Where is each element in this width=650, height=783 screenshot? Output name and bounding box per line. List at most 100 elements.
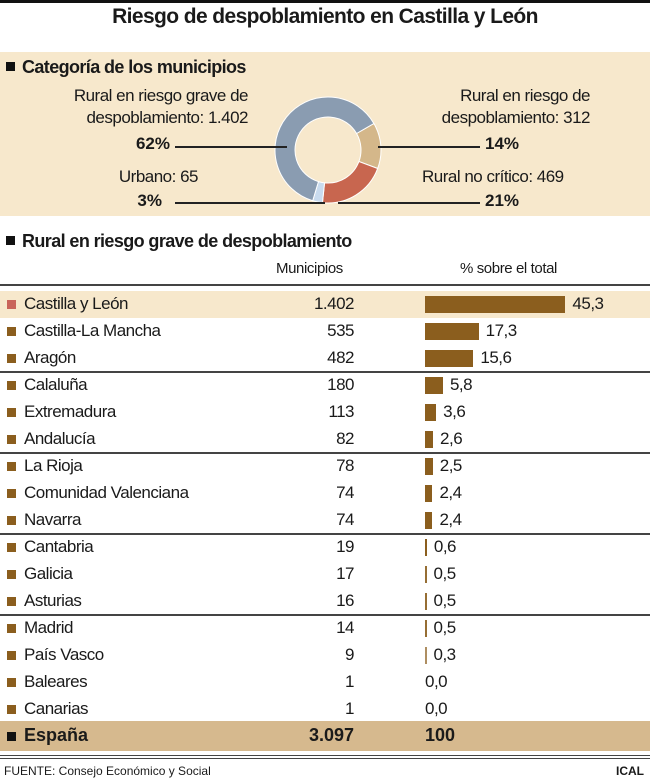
pct-bar	[425, 539, 427, 556]
column-header-municipios: Municipios	[276, 260, 343, 277]
pct-bar	[425, 566, 427, 583]
bullet-square-icon	[7, 705, 16, 714]
pct-label: 5,8	[449, 375, 473, 394]
table-row: Canarias 1 0,0	[0, 696, 650, 723]
region-name: Baleares	[24, 672, 88, 691]
bullet-square-icon	[7, 651, 16, 660]
region-name: País Vasco	[24, 645, 104, 664]
section-heading-table: Rural en riesgo grave de despoblamiento	[6, 231, 352, 252]
table-row: Asturias 16 0,5	[0, 588, 650, 615]
bullet-square-icon	[7, 489, 16, 498]
municipios-value: 1	[345, 699, 354, 718]
table-row: Aragón 482 15,6	[0, 345, 650, 372]
leader-line	[378, 146, 480, 148]
region-name: Comunidad Valenciana	[24, 483, 189, 502]
pct-label: 15,6	[480, 348, 512, 367]
section-title: Categoría de los municipios	[22, 57, 246, 77]
top-rule	[0, 0, 650, 3]
bullet-square-icon	[7, 678, 16, 687]
pct-bar	[425, 350, 474, 367]
divider	[0, 533, 650, 535]
municipios-value: 1.402	[313, 294, 355, 313]
divider	[0, 284, 650, 286]
bullet-square-icon	[7, 327, 16, 336]
pct-label: 0,0	[425, 672, 448, 691]
table-row: Castilla y León 1.402 45,3	[0, 291, 650, 318]
pct-label: 0,5	[433, 591, 457, 610]
pct-urbano: 3%	[137, 191, 162, 210]
label-line: Rural en riesgo grave de	[73, 86, 249, 105]
region-name: Calaluña	[24, 375, 88, 394]
pct-label: 0,5	[433, 564, 457, 583]
credit: ICAL	[616, 764, 644, 778]
pct-label: 0,3	[433, 645, 457, 664]
leader-line	[175, 146, 287, 148]
table-row: Andalucía 82 2,6	[0, 426, 650, 453]
source-note: FUENTE: Consejo Económico y Social	[4, 764, 211, 778]
total-municipios: 3.097	[308, 725, 354, 745]
leader-line	[175, 202, 325, 204]
leader-line	[338, 202, 480, 204]
pct-label: 2,5	[439, 456, 463, 475]
municipios-value: 78	[336, 456, 354, 475]
pct-bar	[425, 377, 443, 394]
divider	[0, 614, 650, 616]
municipios-value: 535	[327, 321, 354, 340]
municipios-value: 113	[328, 402, 354, 421]
pct-label: 2,4	[439, 483, 462, 502]
table-row: Calaluña 180 5,8	[0, 372, 650, 399]
pct-bar	[425, 323, 479, 340]
label-riesgo: Rural en riesgo de despoblamiento: 312	[415, 85, 591, 129]
bullet-square-icon	[6, 62, 15, 71]
bullet-square-icon	[7, 624, 16, 633]
bullet-square-icon	[7, 300, 16, 309]
pct-label: 2,4	[439, 510, 462, 529]
municipios-value: 9	[345, 645, 354, 664]
bullet-square-icon	[7, 597, 16, 606]
region-name: Castilla-La Mancha	[24, 321, 161, 340]
bullet-square-icon	[7, 570, 16, 579]
divider	[0, 755, 650, 756]
table-row: Comunidad Valenciana 74 2,4	[0, 480, 650, 507]
label-line: Rural en riesgo de	[460, 86, 590, 105]
section-title: Rural en riesgo grave de despoblamiento	[22, 231, 352, 251]
region-name: Madrid	[24, 618, 73, 637]
pct-nocritico: 21%	[485, 191, 520, 210]
pct-grave: 62%	[135, 134, 170, 153]
pct-bar	[425, 620, 427, 637]
table-row: Navarra 74 2,4	[0, 507, 650, 534]
municipios-value: 74	[336, 510, 354, 529]
bullet-square-icon	[7, 516, 16, 525]
label-urbano: Urbano: 65	[118, 167, 199, 186]
bullet-square-icon	[7, 381, 16, 390]
municipios-value: 482	[327, 348, 354, 367]
section-heading-categories: Categoría de los municipios	[6, 57, 246, 78]
municipios-value: 74	[336, 483, 354, 502]
page-title: Riesgo de despoblamiento en Castilla y L…	[112, 5, 538, 28]
table-row: Castilla-La Mancha 535 17,3	[0, 318, 650, 345]
bullet-square-icon	[7, 543, 16, 552]
divider	[0, 758, 650, 759]
label-grave: Rural en riesgo grave de despoblamiento: …	[73, 85, 249, 129]
bullet-square-icon	[7, 462, 16, 471]
bullet-square-icon	[7, 408, 16, 417]
table-row: Extremadura 113 3,6	[0, 399, 650, 426]
donut-slice-3	[274, 96, 375, 202]
pct-bar	[425, 485, 433, 502]
region-name: Extremadura	[24, 402, 116, 421]
label-line: despoblamiento: 1.402	[86, 108, 248, 127]
total-pct: 100	[425, 725, 456, 745]
table-row: Madrid 14 0,5	[0, 615, 650, 642]
pct-label: 2,6	[440, 429, 463, 448]
table-row: País Vasco 9 0,3	[0, 642, 650, 669]
pct-label: 3,6	[443, 402, 466, 421]
municipios-value: 17	[336, 564, 354, 583]
pct-label: 0,5	[433, 618, 457, 637]
municipios-value: 19	[336, 537, 354, 556]
pct-bar	[425, 458, 433, 475]
bullet-square-icon	[6, 236, 15, 245]
region-name: Navarra	[24, 510, 81, 529]
pct-bar	[425, 431, 434, 448]
pct-bar	[425, 296, 566, 313]
